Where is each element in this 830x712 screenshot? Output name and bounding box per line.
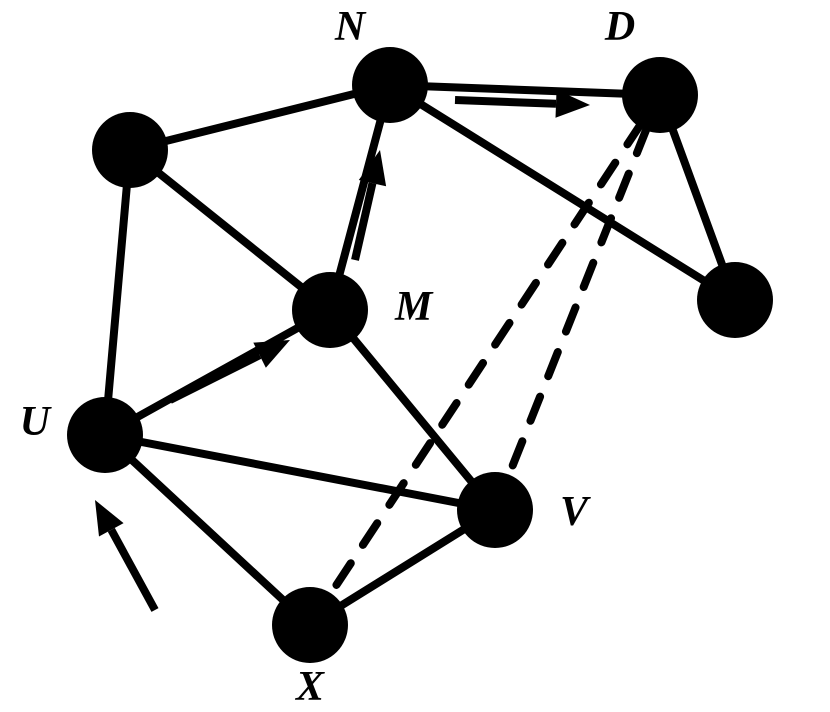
graph-node	[352, 47, 428, 123]
edge	[390, 85, 660, 95]
graph-node	[697, 262, 773, 338]
node-label: V	[560, 489, 591, 535]
arrow-shaft	[170, 355, 260, 400]
edge	[105, 435, 495, 510]
arrow-shaft	[455, 100, 556, 104]
edges-layer	[105, 85, 735, 625]
node-label: N	[334, 4, 367, 50]
arrow-shaft	[111, 530, 155, 610]
edge	[105, 435, 310, 625]
node-label: X	[294, 664, 325, 710]
node-label: U	[20, 399, 53, 445]
graph-node	[457, 472, 533, 548]
network-diagram: N D M U V X	[0, 0, 830, 712]
edge	[130, 150, 330, 310]
graph-node	[92, 112, 168, 188]
edge	[105, 150, 130, 435]
graph-node	[292, 272, 368, 348]
graph-node	[272, 587, 348, 663]
edge	[130, 85, 390, 150]
node-label: M	[394, 284, 434, 330]
node-label: D	[604, 4, 635, 50]
graph-node	[67, 397, 143, 473]
graph-node	[622, 57, 698, 133]
